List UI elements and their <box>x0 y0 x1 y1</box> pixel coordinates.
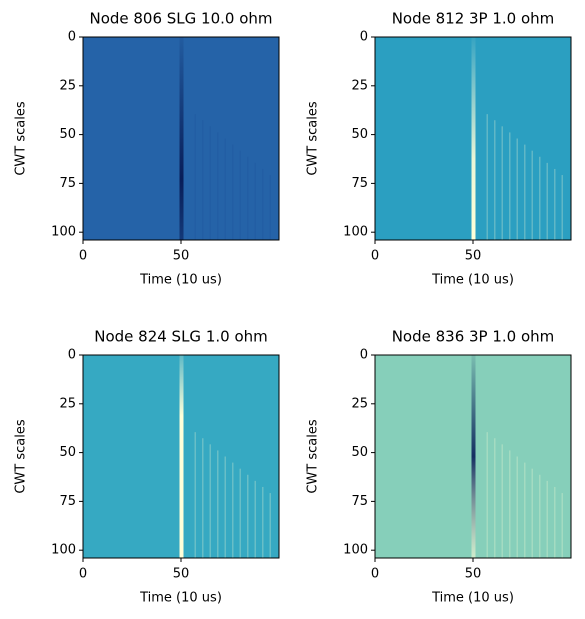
streak <box>209 126 211 240</box>
y-tick-label: 25 <box>351 396 368 411</box>
streak <box>224 138 226 240</box>
y-tick-label: 0 <box>68 30 76 45</box>
x-axis-label: Time (10 us) <box>139 273 222 288</box>
y-axis-label: CWT scales <box>14 419 29 494</box>
streak <box>539 474 541 558</box>
streak <box>232 462 234 558</box>
y-axis-label: CWT scales <box>306 419 321 494</box>
streak <box>209 444 211 558</box>
streak <box>509 450 511 558</box>
y-tick-label: 50 <box>351 445 368 460</box>
streak <box>554 168 556 240</box>
streak <box>194 114 196 240</box>
streak <box>486 432 488 558</box>
y-tick-label: 50 <box>351 127 368 142</box>
streak <box>546 480 548 558</box>
y-tick-label: 75 <box>59 494 76 509</box>
y-tick-label: 25 <box>59 78 76 93</box>
streak <box>531 150 533 240</box>
y-tick-label: 100 <box>51 225 76 240</box>
streak <box>531 468 533 558</box>
streak <box>554 486 556 558</box>
x-tick-label: 0 <box>79 567 87 582</box>
streak <box>516 138 518 240</box>
streak <box>494 438 496 558</box>
x-axis-label: Time (10 us) <box>139 591 222 606</box>
y-tick-label: 0 <box>360 348 368 363</box>
streak <box>501 126 503 240</box>
streak <box>254 480 256 558</box>
streak <box>539 156 541 240</box>
streak <box>262 168 264 240</box>
x-tick-label: 0 <box>79 249 87 264</box>
streak <box>202 438 204 558</box>
y-tick-label: 100 <box>343 543 368 558</box>
streak <box>179 37 184 240</box>
y-tick-label: 25 <box>59 396 76 411</box>
chart-title: Node 812 3P 1.0 ohm <box>392 10 555 28</box>
streak <box>269 493 271 558</box>
y-tick-label: 50 <box>59 127 76 142</box>
streak <box>269 175 271 240</box>
y-tick-label: 25 <box>351 78 368 93</box>
x-tick-label: 50 <box>173 249 190 264</box>
y-axis-label: CWT scales <box>14 101 29 176</box>
x-tick-label: 50 <box>173 567 190 582</box>
chart-title: Node 836 3P 1.0 ohm <box>392 328 555 346</box>
y-tick-label: 75 <box>351 494 368 509</box>
streak <box>224 456 226 558</box>
streak <box>194 432 196 558</box>
streak <box>217 132 219 240</box>
y-tick-label: 50 <box>59 445 76 460</box>
y-tick-label: 100 <box>343 225 368 240</box>
streak <box>524 144 526 240</box>
streak <box>247 474 249 558</box>
streak <box>471 355 476 558</box>
x-tick-label: 50 <box>465 567 482 582</box>
streak <box>524 462 526 558</box>
y-axis-label: CWT scales <box>306 101 321 176</box>
y-tick-label: 75 <box>351 176 368 191</box>
streak <box>239 150 241 240</box>
x-tick-label: 0 <box>371 567 379 582</box>
streak <box>254 162 256 240</box>
streak <box>232 144 234 240</box>
y-tick-label: 100 <box>51 543 76 558</box>
x-axis-label: Time (10 us) <box>431 591 514 606</box>
chart-title: Node 806 SLG 10.0 ohm <box>89 10 272 28</box>
chart-title: Node 824 SLG 1.0 ohm <box>94 328 268 346</box>
streak <box>247 156 249 240</box>
streak <box>509 132 511 240</box>
y-tick-label: 0 <box>68 348 76 363</box>
streak <box>239 468 241 558</box>
streak <box>546 162 548 240</box>
streak <box>471 37 476 240</box>
y-tick-label: 0 <box>360 30 368 45</box>
streak <box>262 486 264 558</box>
streak <box>179 355 184 558</box>
streak <box>561 493 563 558</box>
streak <box>486 114 488 240</box>
x-tick-label: 50 <box>465 249 482 264</box>
y-tick-label: 75 <box>59 176 76 191</box>
streak <box>217 450 219 558</box>
streak <box>561 175 563 240</box>
streak <box>494 120 496 240</box>
streak <box>501 444 503 558</box>
streak <box>516 456 518 558</box>
x-tick-label: 0 <box>371 249 379 264</box>
streak <box>202 120 204 240</box>
x-axis-label: Time (10 us) <box>431 273 514 288</box>
